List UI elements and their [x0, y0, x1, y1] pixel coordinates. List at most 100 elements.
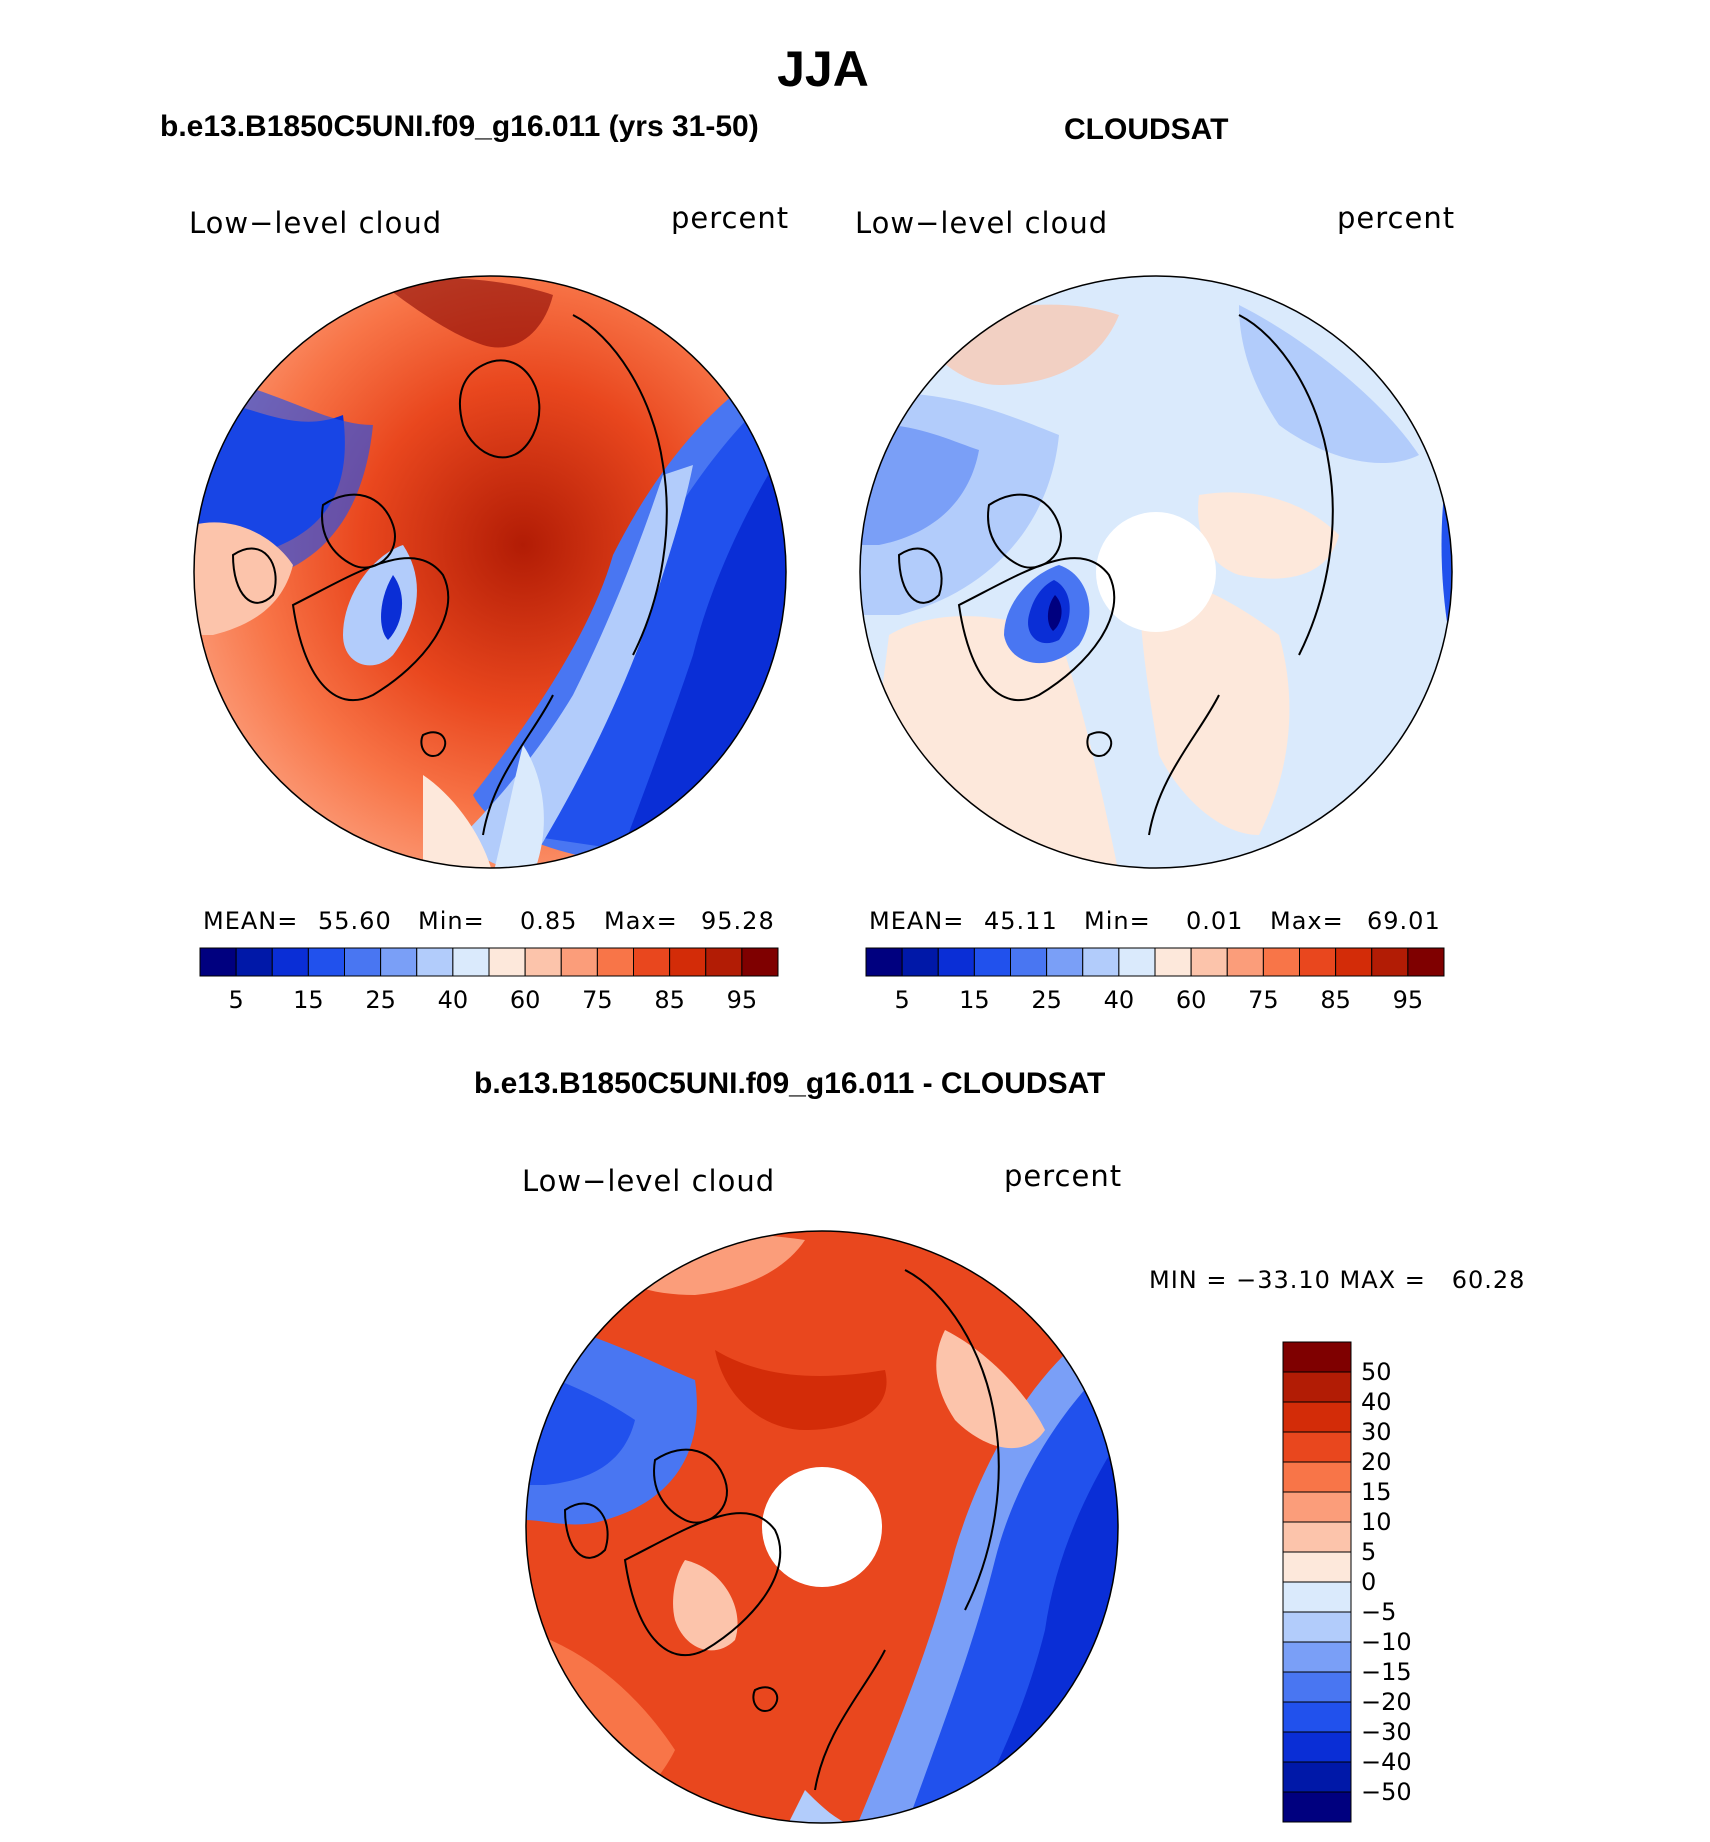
colorbar-swatch — [1282, 1731, 1352, 1763]
colorbar-swatch — [973, 947, 1011, 977]
map-model-low-cloud — [193, 275, 787, 869]
colorbar-swatch — [1190, 947, 1228, 977]
colorbar-tick-label: 85 — [654, 986, 685, 1014]
colorbar-swatch — [1282, 1611, 1352, 1643]
colorbar-tick-label: 5 — [894, 986, 910, 1014]
panel2-max-value: 69.01 — [1367, 907, 1441, 935]
colorbar-swatch — [1407, 947, 1445, 977]
colorbar-swatch — [1282, 1521, 1352, 1553]
colorbar-tick-label: 15 — [293, 986, 324, 1014]
colorbar-tick-label: −50 — [1361, 1778, 1412, 1806]
colorbar-swatch — [307, 947, 345, 977]
colorbar-tick-label: 25 — [365, 986, 396, 1014]
colorbar-tick-label: 75 — [1248, 986, 1279, 1014]
colorbar-tick-label: 60 — [509, 986, 541, 1014]
colorbar-swatch — [865, 947, 903, 977]
colorbar-swatch — [901, 947, 939, 977]
panel2-units-label: percent — [1337, 201, 1456, 235]
diff-units-label: percent — [1004, 1159, 1123, 1193]
panel1-min-value: 0.85 — [520, 907, 578, 935]
colorbar-tick-label: 5 — [1361, 1538, 1377, 1566]
colorbar-tick-label: 30 — [1361, 1418, 1392, 1446]
panel2-variable-label: Low−level cloud — [855, 206, 1109, 240]
colorbar-swatch — [1282, 1341, 1352, 1373]
colorbar-swatch — [1282, 1671, 1352, 1703]
colorbar-swatch — [416, 947, 454, 977]
colorbar-tick-label: 85 — [1320, 986, 1351, 1014]
colorbar-tick-label: 15 — [1361, 1478, 1392, 1506]
panel2-title: CLOUDSAT — [1064, 113, 1229, 146]
panel2-max-label: Max= — [1270, 907, 1344, 935]
colorbar-tick-label: 95 — [726, 986, 758, 1014]
colorbar-swatch — [199, 947, 237, 977]
panel1-units-label: percent — [671, 201, 790, 235]
colorbar-swatch — [1154, 947, 1192, 977]
colorbar-swatch — [271, 947, 309, 977]
colorbar-difference — [1282, 1341, 1352, 1823]
figure-title: JJA — [777, 41, 869, 97]
diff-variable-label: Low−level cloud — [522, 1164, 776, 1198]
colorbar-swatch — [1282, 1431, 1352, 1463]
colorbar-swatch — [524, 947, 562, 977]
panel1-mean-value: 55.60 — [318, 907, 392, 935]
colorbar-tick-label: −20 — [1361, 1688, 1412, 1716]
colorbar-swatch — [1118, 947, 1156, 977]
panel2-mean-value: 45.11 — [984, 907, 1058, 935]
colorbar-tick-label: 0 — [1361, 1568, 1377, 1596]
colorbar-tick-label: 50 — [1361, 1358, 1392, 1386]
colorbar-swatch — [705, 947, 743, 977]
diff-min-max-text: MIN = −33.10 MAX = 60.28 — [1149, 1266, 1526, 1294]
colorbar-swatch — [1282, 1401, 1352, 1433]
colorbar-tick-label: 75 — [582, 986, 613, 1014]
colorbar-swatch — [1282, 1491, 1352, 1523]
colorbar-swatch — [669, 947, 707, 977]
colorbar-tick-label: 5 — [228, 986, 244, 1014]
panel2-mean-label: MEAN= — [869, 907, 965, 935]
map-cloudsat-low-cloud — [859, 275, 1453, 869]
colorbar-tick-label: 40 — [437, 986, 469, 1014]
colorbar-swatch — [1282, 1371, 1352, 1403]
colorbar-tick-label: 10 — [1361, 1508, 1392, 1536]
colorbar-tick-label: 20 — [1361, 1448, 1392, 1476]
colorbar-swatch — [560, 947, 598, 977]
colorbar-cloudsat — [865, 947, 1445, 977]
panel2-min-label: Min= — [1084, 907, 1151, 935]
colorbar-swatch — [633, 947, 671, 977]
colorbar-swatch — [1371, 947, 1409, 977]
colorbar-swatch — [235, 947, 273, 977]
map-difference-low-cloud — [525, 1230, 1119, 1824]
colorbar-tick-label: 25 — [1031, 986, 1062, 1014]
colorbar-swatch — [1282, 1791, 1352, 1823]
colorbar-swatch — [1282, 1761, 1352, 1793]
colorbar-swatch — [1046, 947, 1084, 977]
panel1-max-label: Max= — [604, 907, 678, 935]
panel2-min-value: 0.01 — [1186, 907, 1244, 935]
colorbar-swatch — [1282, 1581, 1352, 1613]
colorbar-swatch — [741, 947, 779, 977]
colorbar-swatch — [596, 947, 634, 977]
colorbar-swatch — [1282, 1641, 1352, 1673]
colorbar-tick-label: 60 — [1175, 986, 1207, 1014]
colorbar-tick-label: −10 — [1361, 1628, 1412, 1656]
colorbar-model — [199, 947, 779, 977]
colorbar-swatch — [488, 947, 526, 977]
colorbar-swatch — [1262, 947, 1300, 977]
colorbar-tick-label: 40 — [1103, 986, 1135, 1014]
colorbar-swatch — [1299, 947, 1337, 977]
panel1-mean-label: MEAN= — [203, 907, 299, 935]
colorbar-tick-label: −5 — [1361, 1598, 1397, 1626]
colorbar-tick-label: 95 — [1392, 986, 1424, 1014]
diff-title: b.e13.B1850C5UNI.f09_g16.011 - CLOUDSAT — [474, 1067, 1106, 1100]
colorbar-swatch — [1282, 1701, 1352, 1733]
panel1-variable-label: Low−level cloud — [189, 206, 443, 240]
colorbar-swatch — [344, 947, 382, 977]
colorbar-tick-label: −40 — [1361, 1748, 1412, 1776]
colorbar-swatch — [452, 947, 490, 977]
panel1-min-label: Min= — [418, 907, 485, 935]
colorbar-tick-label: 40 — [1361, 1388, 1392, 1416]
colorbar-tick-label: −15 — [1361, 1658, 1412, 1686]
colorbar-swatch — [1010, 947, 1048, 977]
colorbar-swatch — [1282, 1461, 1352, 1493]
colorbar-tick-label: 15 — [959, 986, 990, 1014]
colorbar-tick-label: −30 — [1361, 1718, 1412, 1746]
